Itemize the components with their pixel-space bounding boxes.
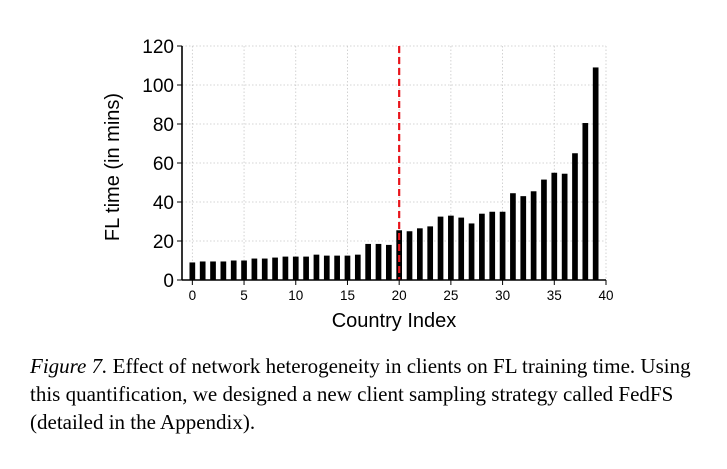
bar — [189, 262, 196, 280]
y-tick-label: 0 — [163, 271, 174, 292]
bar — [468, 223, 475, 280]
x-tick-label: 0 — [189, 288, 197, 303]
bar — [520, 196, 527, 280]
y-tick-label: 20 — [153, 232, 174, 253]
bar — [303, 256, 309, 280]
x-tick-label: 15 — [340, 288, 355, 303]
bar — [489, 211, 496, 280]
bar — [230, 260, 237, 280]
bar — [365, 243, 371, 280]
bar — [313, 254, 320, 280]
x-ticks: 0 5 10 15 20 25 30 35 40 — [189, 280, 614, 303]
bar — [427, 226, 434, 280]
bar — [354, 254, 361, 280]
bar — [479, 213, 485, 280]
y-ticks: 0 20 40 60 80 100 120 — [142, 37, 182, 292]
bar — [385, 244, 392, 280]
bar — [551, 172, 558, 280]
bar — [510, 193, 516, 280]
x-tick-label: 5 — [240, 288, 248, 303]
bar — [220, 261, 227, 280]
bar — [334, 255, 340, 280]
bar — [199, 261, 206, 280]
bar — [272, 257, 278, 280]
caption-label: Figure 7. — [30, 354, 108, 378]
x-axis-title: Country Index — [332, 310, 457, 332]
bar — [323, 255, 330, 280]
bar-chart: 0 5 10 15 20 25 30 35 40 0 20 40 60 80 100 120 Country… — [102, 37, 614, 332]
bar — [251, 258, 258, 280]
bar — [448, 215, 454, 280]
bar — [499, 211, 506, 280]
bar — [406, 231, 413, 280]
bar — [261, 258, 268, 280]
bar — [344, 255, 351, 280]
bar — [241, 260, 247, 280]
bar — [282, 256, 289, 280]
bar — [417, 228, 423, 280]
bar — [292, 256, 299, 280]
x-tick-label: 30 — [495, 288, 510, 303]
figure-caption: Figure 7. Effect of network heterogeneit… — [30, 352, 700, 436]
bar — [582, 123, 589, 281]
y-tick-label: 80 — [153, 115, 174, 136]
y-tick-label: 60 — [153, 154, 174, 175]
y-tick-label: 40 — [153, 193, 174, 214]
x-tick-label: 10 — [288, 288, 303, 303]
bar — [592, 67, 599, 280]
bar — [437, 216, 444, 280]
bar — [210, 261, 216, 280]
x-tick-label: 25 — [443, 288, 458, 303]
y-tick-label: 120 — [142, 37, 174, 58]
y-tick-label: 100 — [142, 76, 174, 97]
y-axis-title: FL time (in mins) — [102, 93, 124, 241]
bar — [561, 173, 568, 280]
bar — [530, 191, 537, 280]
x-tick-label: 35 — [547, 288, 562, 303]
bar — [541, 179, 547, 280]
caption-text: Effect of network heterogeneity in clien… — [30, 354, 691, 434]
bar — [458, 217, 465, 280]
bar — [375, 243, 382, 280]
bar — [572, 153, 578, 280]
x-tick-label: 40 — [598, 288, 613, 303]
x-tick-label: 20 — [392, 288, 407, 303]
bars — [189, 67, 599, 281]
